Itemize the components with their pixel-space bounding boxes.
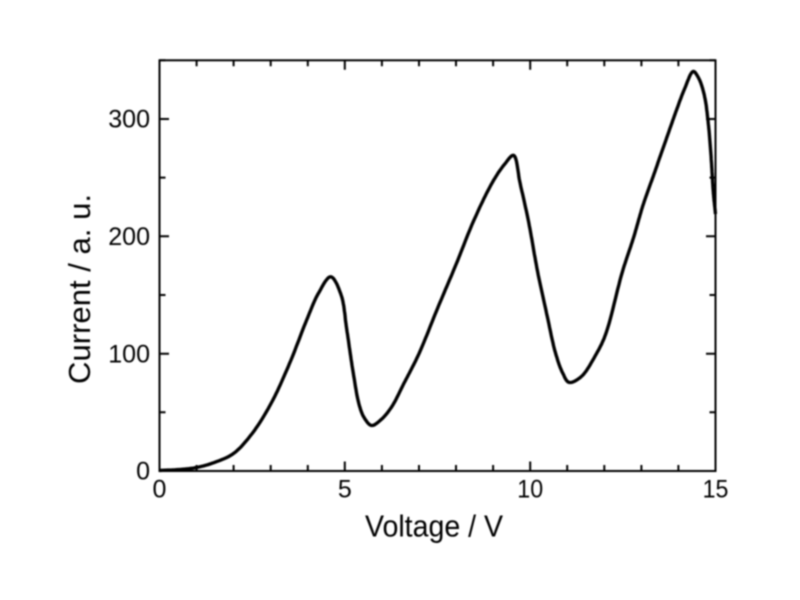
svg-text:5: 5 xyxy=(338,476,352,504)
svg-text:300: 300 xyxy=(108,106,150,134)
svg-text:0: 0 xyxy=(153,476,167,504)
svg-text:Voltage / V: Voltage / V xyxy=(365,509,503,544)
svg-text:100: 100 xyxy=(108,340,150,368)
svg-text:15: 15 xyxy=(703,476,729,504)
svg-text:200: 200 xyxy=(108,223,150,251)
svg-text:10: 10 xyxy=(517,476,543,504)
svg-text:Current / a. u.: Current / a. u. xyxy=(62,194,97,384)
svg-text:0: 0 xyxy=(136,458,150,486)
